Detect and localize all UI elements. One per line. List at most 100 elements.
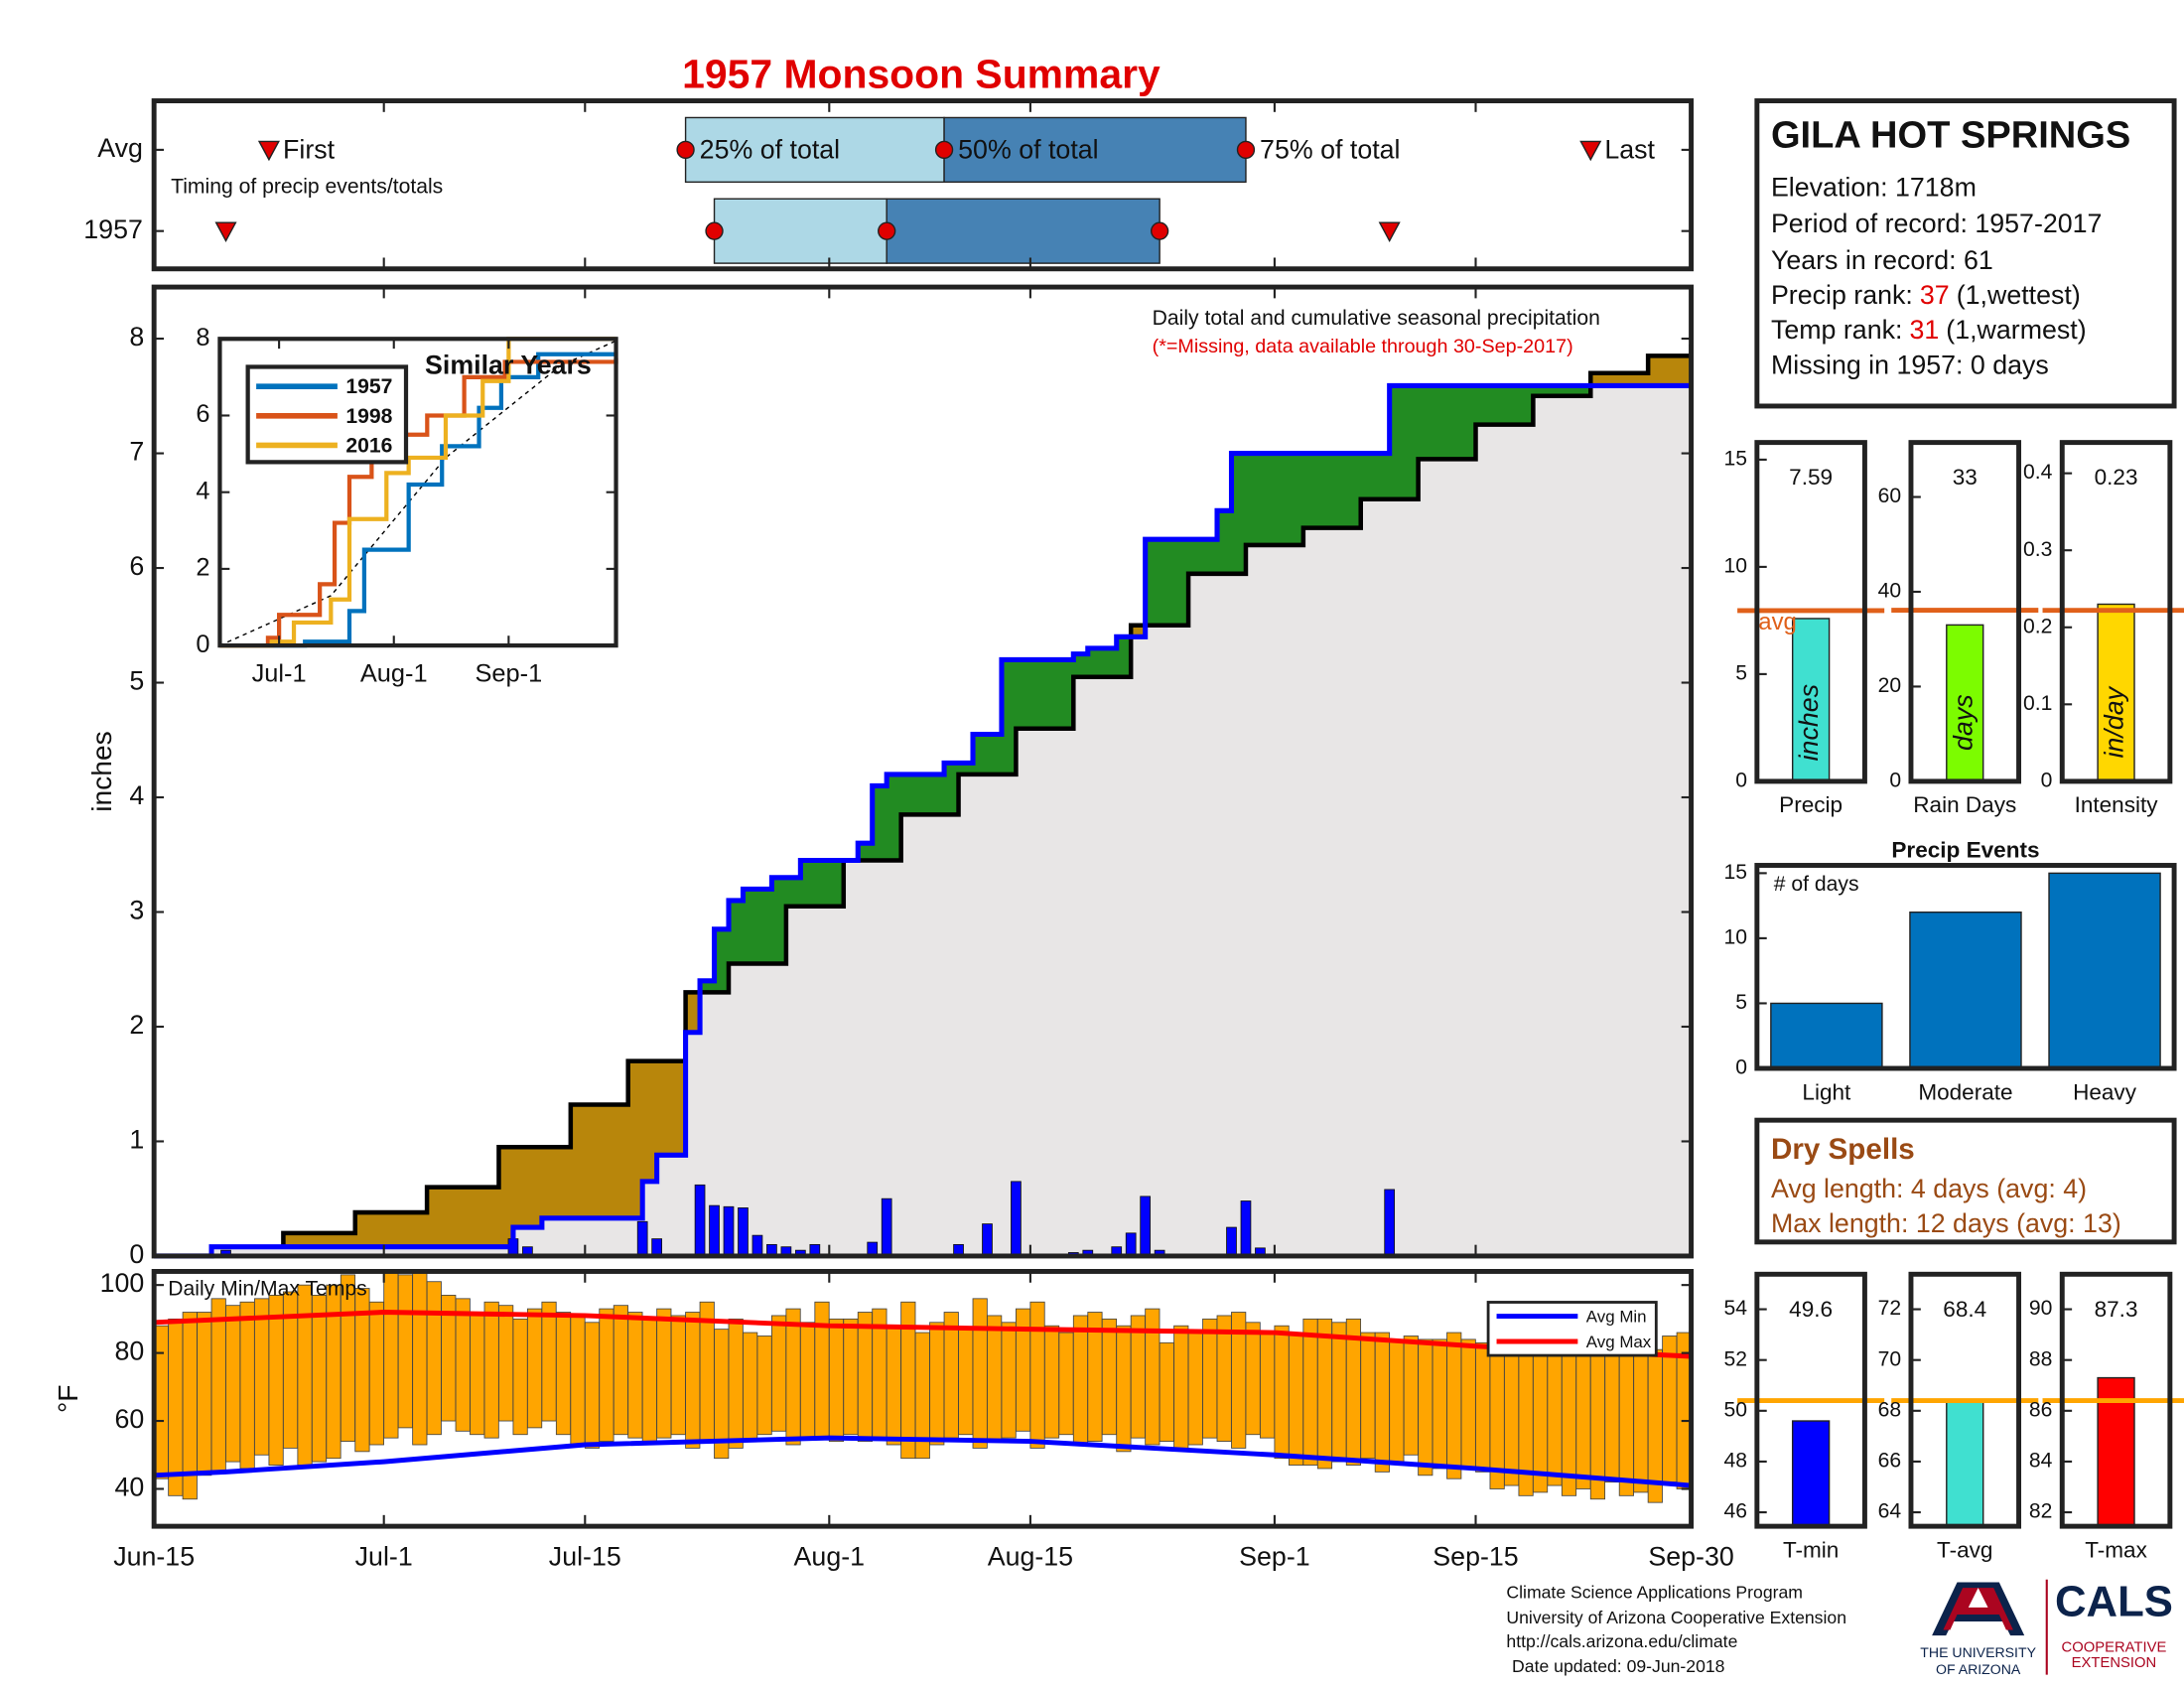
y-tick-label: 5 xyxy=(1735,661,1747,684)
x-tick-label: Sep-1 xyxy=(1239,1542,1309,1572)
y-tick-label: 8 xyxy=(196,324,209,352)
temp-bar xyxy=(1489,1336,1505,1489)
stat-frame xyxy=(2059,440,2173,784)
temp-bar xyxy=(483,1301,499,1439)
temp-bar xyxy=(814,1301,830,1439)
events-title: Precip Events xyxy=(1891,837,2039,862)
temp-bar xyxy=(843,1318,859,1436)
temp-bar xyxy=(972,1298,988,1449)
x-tick-label: Jul-15 xyxy=(549,1542,621,1572)
temp-bar xyxy=(1130,1315,1146,1439)
y-axis-label: inches xyxy=(85,731,117,811)
stat-value: 68.4 xyxy=(1943,1297,1986,1322)
legend-label: Avg Min xyxy=(1586,1307,1647,1326)
temp-bar xyxy=(1389,1338,1405,1463)
event-marker xyxy=(1579,140,1602,162)
y-tick-label: 2 xyxy=(196,554,209,582)
stat-label: Rain Days xyxy=(1913,792,2016,817)
y-tick-label: 64 xyxy=(1878,1500,1902,1523)
temp-bar xyxy=(1072,1315,1089,1446)
daily-bar xyxy=(1226,1226,1237,1257)
temp-bar xyxy=(828,1318,845,1442)
temp-bar xyxy=(670,1315,686,1436)
rank-label: Precip rank: xyxy=(1771,280,1913,310)
y-tick-label: 4 xyxy=(129,780,144,810)
x-tick-label: Jul-1 xyxy=(252,659,307,687)
stat-frame xyxy=(1754,440,1867,784)
y-tick-label: 54 xyxy=(1723,1297,1747,1320)
legend-label: 2016 xyxy=(345,434,392,457)
temp-bar xyxy=(1547,1345,1563,1486)
y-tick-label: 5 xyxy=(1735,991,1747,1014)
daily-bar xyxy=(651,1238,663,1257)
temp-bar xyxy=(1403,1336,1419,1456)
daily-bar xyxy=(982,1223,993,1257)
temp-bar xyxy=(1001,1322,1017,1439)
rank-note: (1,wettest) xyxy=(1957,280,2081,310)
station-line: Years in record: 61 xyxy=(1771,245,1993,275)
y-tick-label: 80 xyxy=(114,1336,144,1366)
stat-value: 87.3 xyxy=(2095,1297,2138,1322)
annotation: Daily total and cumulative seasonal prec… xyxy=(1153,307,1600,330)
footer-line: Climate Science Applications Program xyxy=(1506,1582,1803,1602)
late-box xyxy=(943,116,1247,184)
logo-a-inner xyxy=(1943,1588,2013,1630)
timing-frame xyxy=(151,98,1695,272)
stat-label: T-min xyxy=(1783,1537,1839,1562)
legend-label: 1998 xyxy=(345,405,392,428)
quantile-marker xyxy=(934,140,954,160)
temp-bar xyxy=(886,1325,901,1446)
event-marker xyxy=(1378,221,1401,243)
temp-bar xyxy=(799,1322,816,1439)
early-box xyxy=(713,198,887,264)
inset-series xyxy=(219,357,618,648)
temp-bar xyxy=(1345,1318,1362,1466)
timing-label: Last xyxy=(1604,134,1655,164)
stat-label: Intensity xyxy=(2075,792,2159,817)
temp-bars xyxy=(154,1271,1692,1503)
y-tick-label: 0 xyxy=(1889,769,1901,791)
temp-bar xyxy=(1302,1318,1318,1466)
logo-text: COOPERATIVE xyxy=(2062,1640,2167,1656)
temp-bar xyxy=(526,1308,543,1429)
temp-bar xyxy=(1058,1332,1074,1436)
temp-bar xyxy=(613,1305,628,1436)
temp-average-line xyxy=(154,1435,1692,1488)
temp-bar xyxy=(1043,1325,1060,1439)
y-tick-label: 70 xyxy=(1878,1347,1902,1370)
logo-text: EXTENSION xyxy=(2072,1655,2157,1671)
x-tick-label: Light xyxy=(1802,1079,1851,1104)
average-line xyxy=(154,344,1694,1259)
temp-bar xyxy=(239,1301,255,1470)
stat-bar xyxy=(1946,624,1984,782)
quantile-marker xyxy=(676,140,695,160)
stat-frame xyxy=(1908,1271,2022,1529)
daily-bar xyxy=(751,1234,763,1257)
stat-unit: in/day xyxy=(2100,685,2129,758)
y-tick-label: 40 xyxy=(114,1473,144,1502)
y-tick-label: 6 xyxy=(196,400,209,428)
temp-bar xyxy=(1418,1338,1433,1477)
x-tick-label: Jun-15 xyxy=(113,1542,195,1572)
row-label: 1957 xyxy=(83,214,143,244)
y-tick-label: 0.4 xyxy=(2023,461,2053,484)
temp-bar xyxy=(756,1336,772,1436)
row-label: Avg xyxy=(97,133,143,163)
station-line: Missing in 1957: 0 days xyxy=(1771,351,2049,380)
logo-a-hole xyxy=(1968,1588,1988,1608)
y-tick-label: 72 xyxy=(1878,1297,1902,1320)
ua-logo: THE UNIVERSITY OF ARIZONA CALS COOPERATI… xyxy=(1920,1578,2173,1677)
y-tick-label: 6 xyxy=(129,551,144,581)
event-bar xyxy=(2048,872,2161,1069)
y-tick-label: 82 xyxy=(2029,1500,2053,1523)
stat-bar xyxy=(1946,1399,1984,1527)
x-tick-label: Sep-1 xyxy=(476,659,543,687)
early-box xyxy=(684,116,945,184)
temp-bar xyxy=(1331,1322,1347,1463)
x-tick-label: Sep-30 xyxy=(1648,1542,1733,1572)
y-tick-label: 90 xyxy=(2029,1297,2053,1320)
rank-value: 37 xyxy=(1920,280,1950,310)
temp-bar xyxy=(326,1284,341,1460)
inset-series xyxy=(219,337,616,648)
temp-bar xyxy=(412,1271,428,1446)
